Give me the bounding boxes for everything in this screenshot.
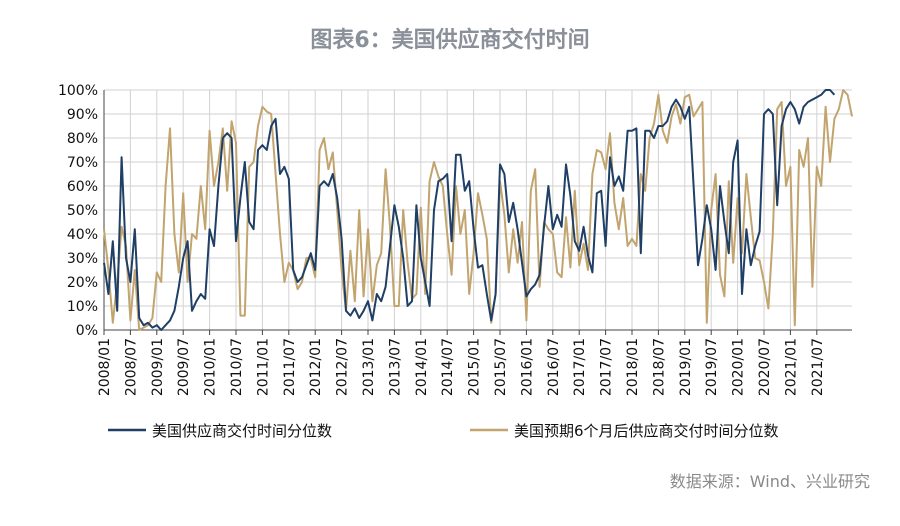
axes: 0% 10% 20% 30% 40% 50% 60% 70% 80% 90% 100% 2008/01… [58,83,852,396]
legend-label-1: 美国供应商交付时间分位数 [152,422,332,440]
y-tick-label: 80% [67,131,98,147]
x-tick-label: 2021/01 [783,338,799,396]
x-tick-label: 2009/07 [176,338,192,396]
x-tick-label: 2015/07 [493,338,509,396]
x-tick-label: 2018/01 [625,338,641,396]
x-tick-label: 2010/01 [203,338,219,396]
y-tick-label: 40% [67,227,98,243]
legend: 美国供应商交付时间分位数 美国预期6个月后供应商交付时间分位数 [108,422,779,440]
x-tick-label: 2020/01 [731,338,747,396]
x-tick-label: 2008/07 [123,338,139,396]
x-tick-label: 2013/07 [387,338,403,396]
x-tick-label: 2012/01 [308,338,324,396]
x-tick-label: 2009/01 [150,338,166,396]
x-tick-label: 2010/07 [229,338,245,396]
x-tick-label: 2013/01 [361,338,377,396]
y-tick-label: 0% [76,323,98,339]
x-tick-label: 2021/07 [810,338,826,396]
source-note: 数据来源：Wind、兴业研究 [669,472,870,491]
x-tick-label: 2011/01 [255,338,271,396]
y-tick-label: 60% [67,179,98,195]
y-tick-label: 70% [67,155,98,171]
x-tick-label: 2014/07 [440,338,456,396]
x-tick-label: 2017/01 [572,338,588,396]
x-tick-label: 2019/07 [704,338,720,396]
x-tick-label: 2008/01 [97,338,113,396]
x-tick-label: 2018/07 [651,338,667,396]
y-tick-label: 10% [67,299,98,315]
x-tick-label: 2016/01 [519,338,535,396]
x-tick-label: 2011/07 [282,338,298,396]
y-tick-label: 20% [67,275,98,291]
legend-label-2: 美国预期6个月后供应商交付时间分位数 [514,422,779,440]
y-tick-label: 30% [67,251,98,267]
y-tick-label: 90% [67,107,98,123]
chart-title: 图表6：美国供应商交付时间 [310,28,590,53]
y-tick-label: 50% [67,203,98,219]
x-tick-label: 2017/07 [599,338,615,396]
y-tick-label: 100% [58,83,98,99]
x-tick-label: 2012/07 [335,338,351,396]
x-tick-label: 2016/07 [546,338,562,396]
series-lines [103,89,853,331]
x-tick-label: 2015/01 [467,338,483,396]
series-line-1 [103,89,836,331]
x-tick-label: 2020/07 [757,338,773,396]
x-tick-label: 2019/01 [678,338,694,396]
x-tick-label: 2014/01 [414,338,430,396]
series-line-2 [103,89,853,331]
